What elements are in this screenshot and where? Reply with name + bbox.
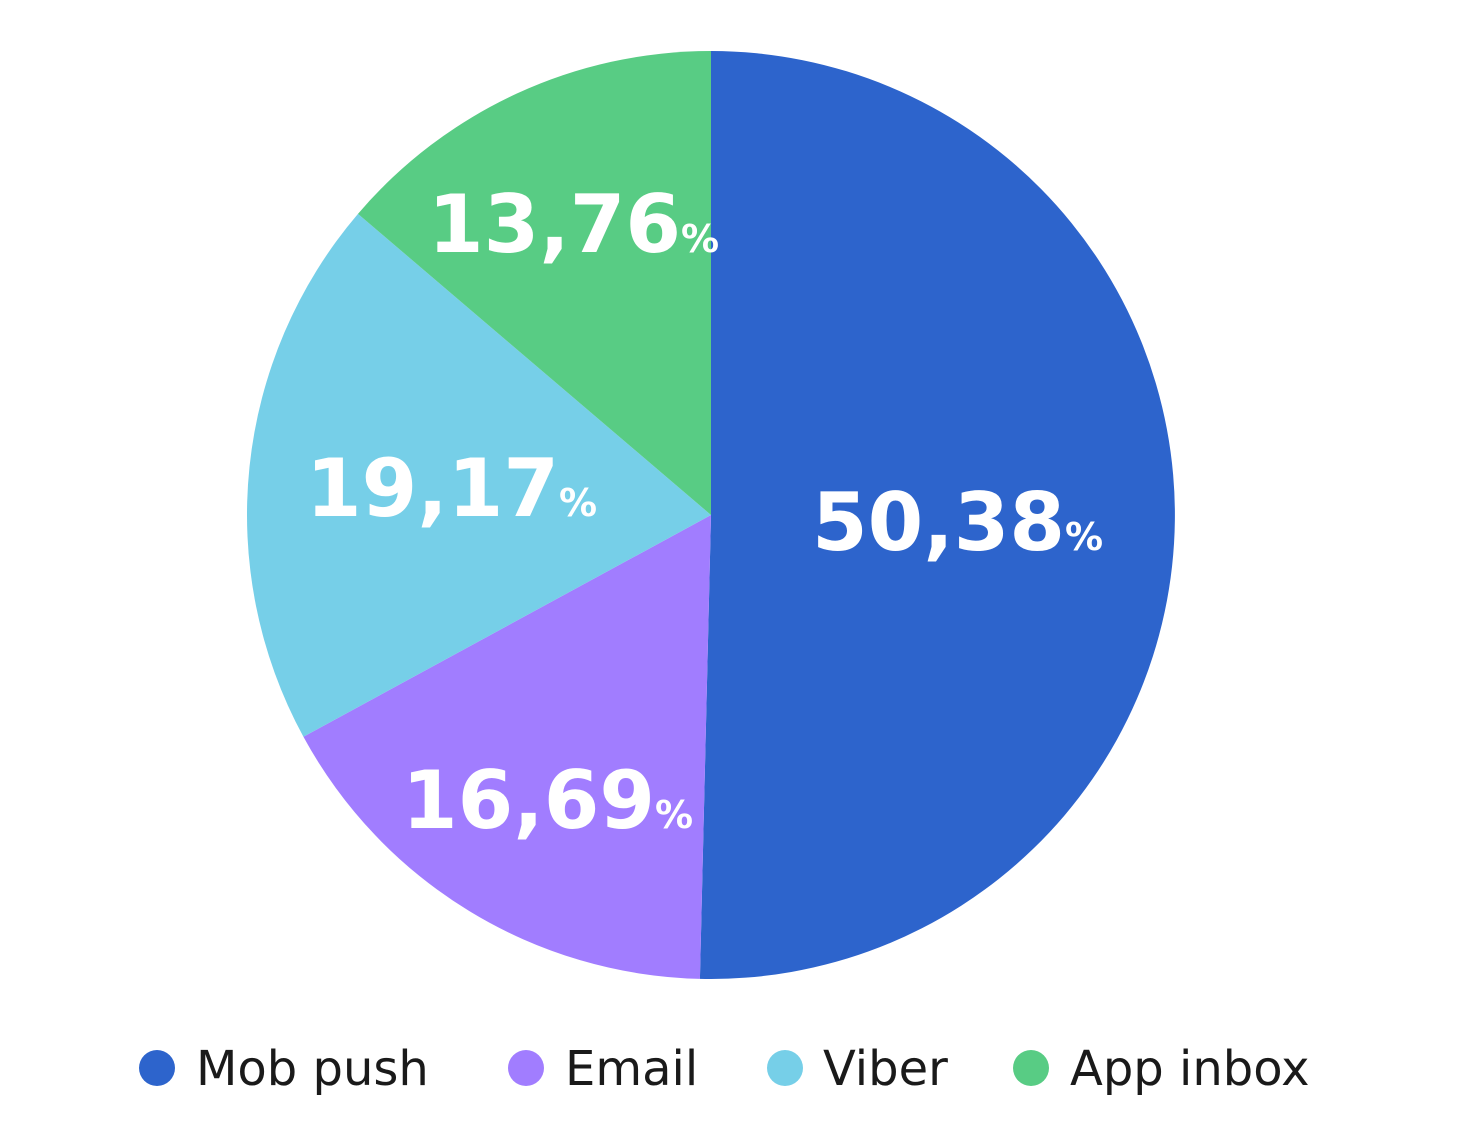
slice-value-number: 19,17 <box>306 442 559 535</box>
slice-value-percent: % <box>681 217 719 261</box>
slice-value-percent: % <box>655 793 693 837</box>
legend-label: Viber <box>823 1041 948 1097</box>
slice-value-label: 50,38% <box>812 476 1103 569</box>
pie-slice-app-inbox <box>357 51 711 515</box>
legend-label: Email <box>565 1041 698 1097</box>
legend-swatch <box>767 1050 803 1086</box>
pie-labels: 50,38%16,69%19,17%13,76% <box>306 178 1103 847</box>
pie-slice-mob-push <box>699 51 1175 979</box>
legend-label: Mob push <box>196 1041 429 1097</box>
legend-swatch <box>508 1050 544 1086</box>
slice-value-number: 50,38 <box>812 476 1065 569</box>
slice-value-label: 13,76% <box>428 178 719 271</box>
legend-swatch <box>1013 1050 1049 1086</box>
pie-slices <box>246 51 1175 979</box>
slice-value-number: 16,69 <box>402 754 655 847</box>
legend-swatch <box>139 1050 175 1086</box>
legend: Mob push Email Viber App inbox <box>139 1041 1310 1097</box>
legend-label: App inbox <box>1070 1041 1310 1097</box>
pie-slice-email <box>303 515 711 979</box>
slice-value-percent: % <box>559 481 597 525</box>
slice-value-percent: % <box>1065 515 1103 559</box>
slice-value-number: 13,76 <box>428 178 681 271</box>
slice-value-label: 16,69% <box>402 754 693 847</box>
slice-value-label: 19,17% <box>306 442 597 535</box>
pie-slice-viber <box>246 213 712 737</box>
